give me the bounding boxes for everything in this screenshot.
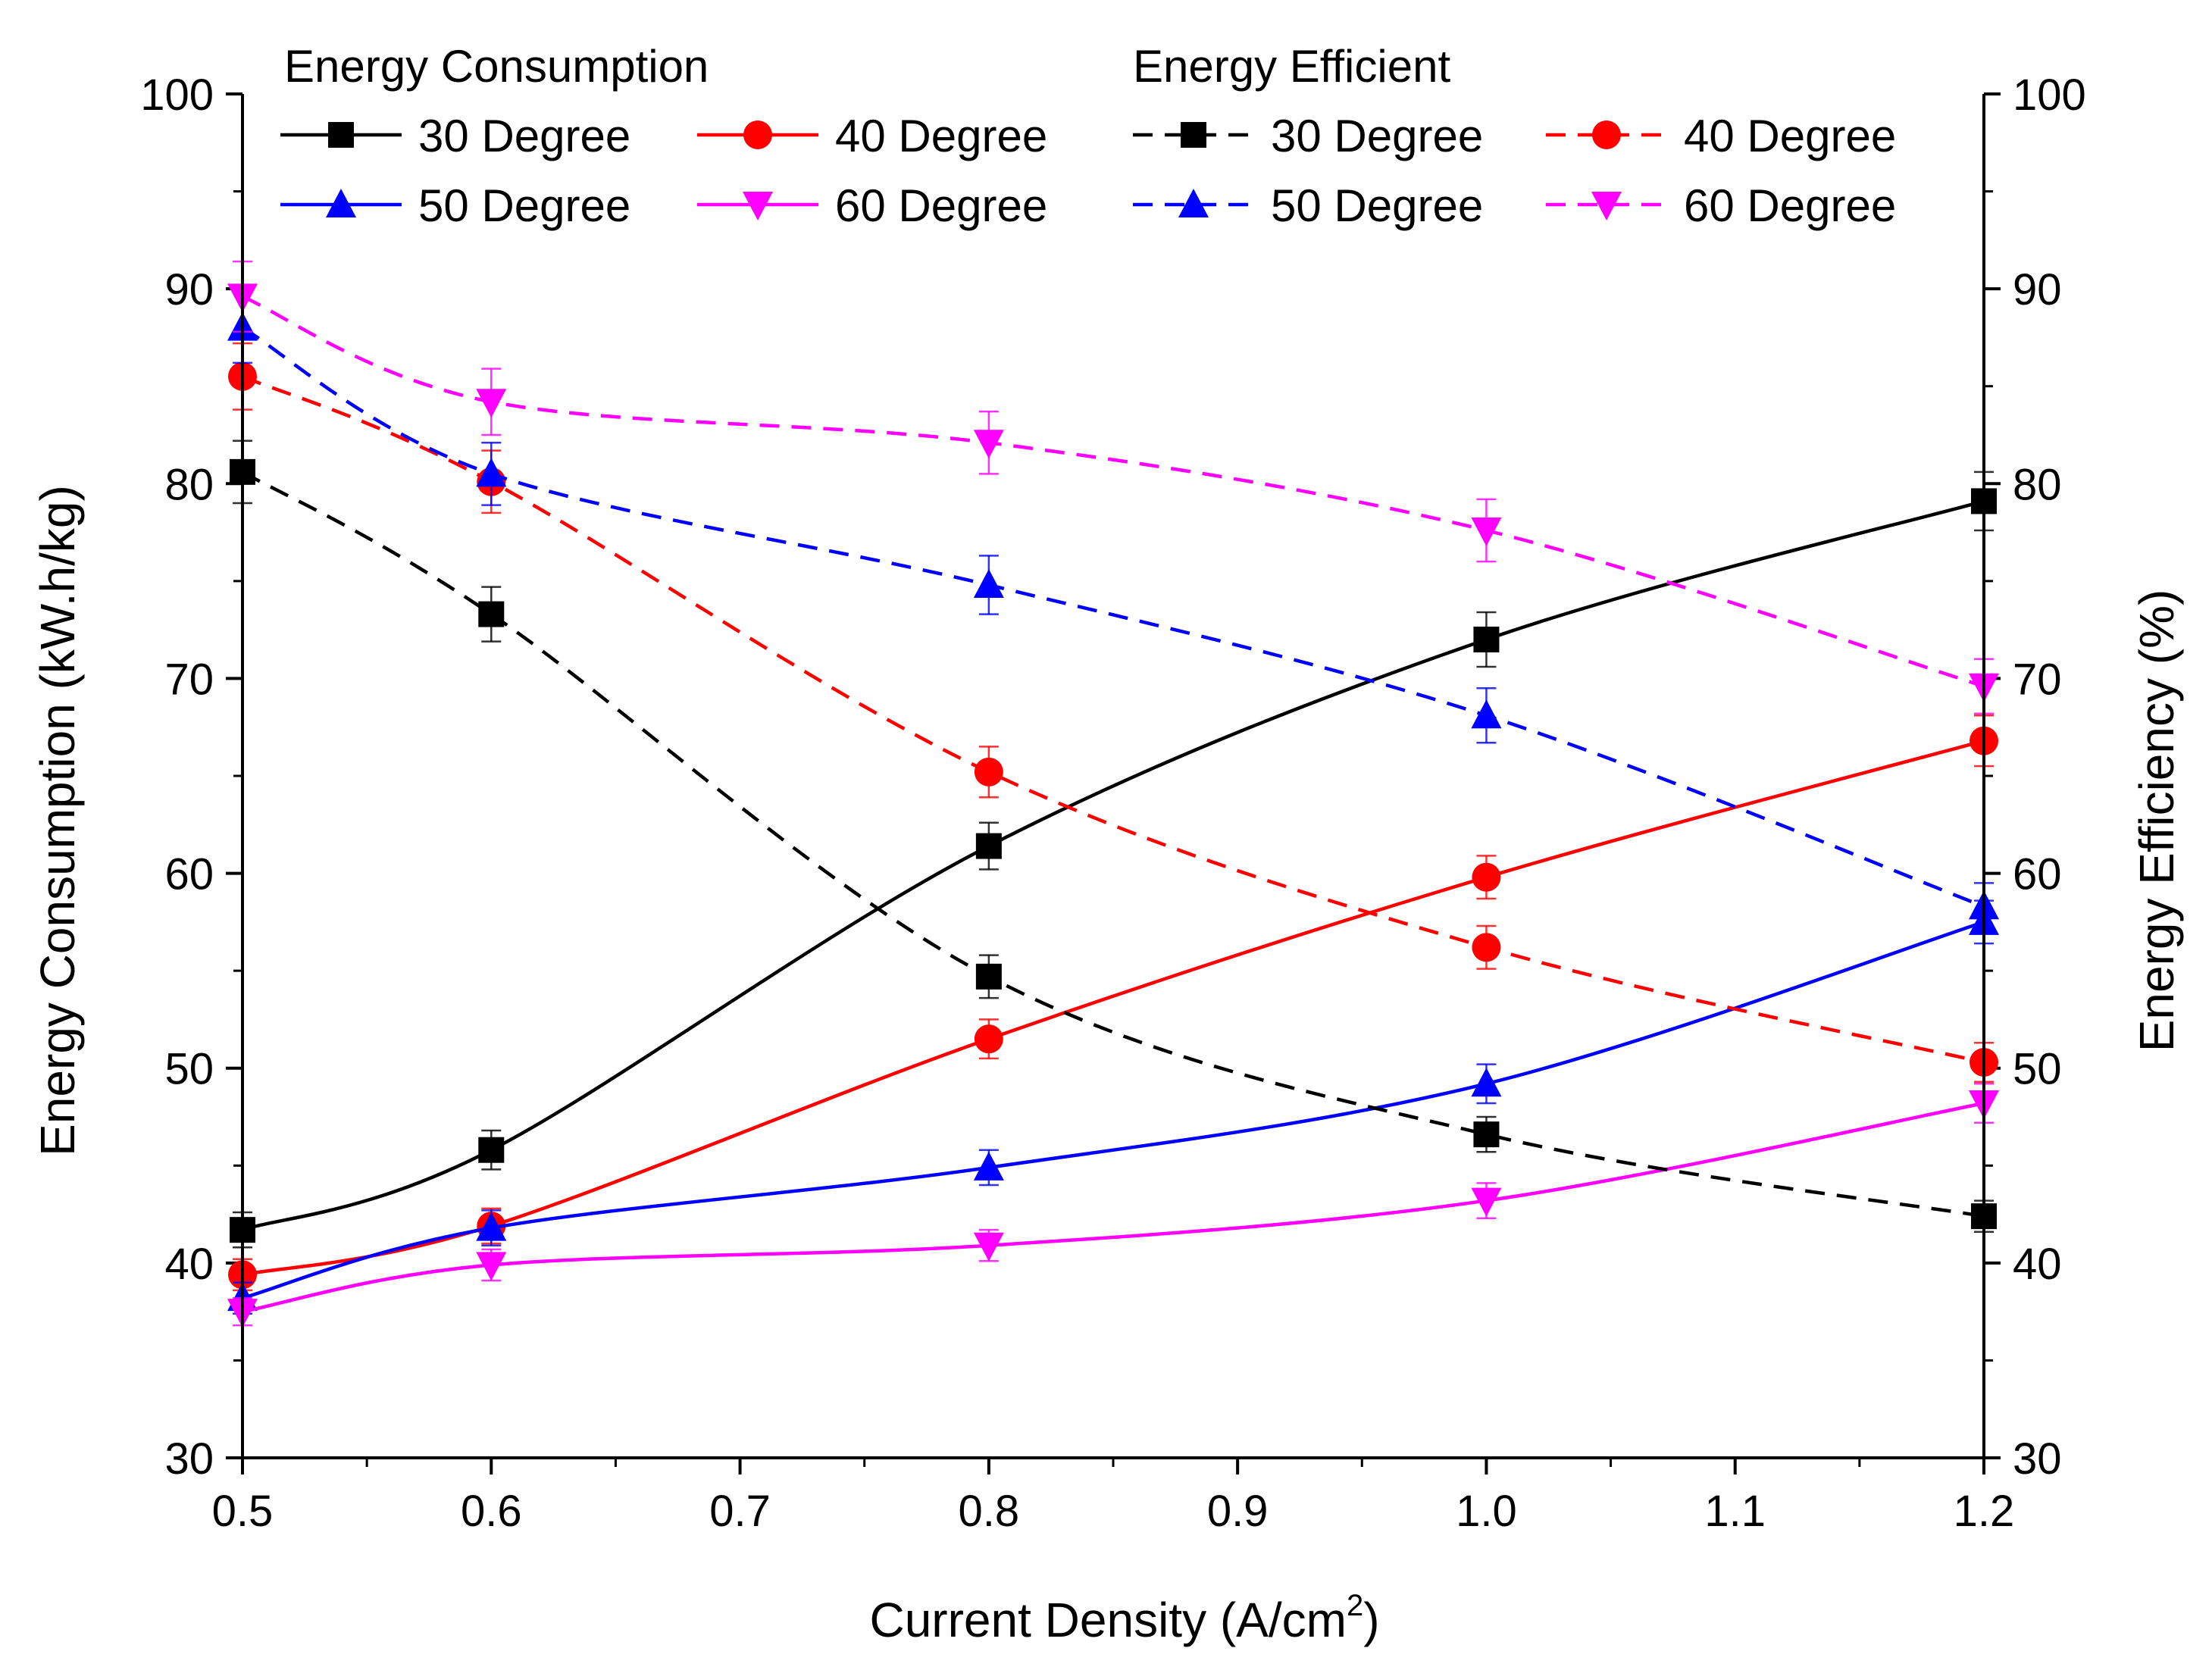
y-tick-label-left: 90 [164, 265, 214, 314]
legend-item-consumption-30-degree: 30 Degree [280, 111, 630, 161]
data-point [478, 601, 505, 627]
data-point [476, 458, 507, 487]
data-point [973, 1232, 1004, 1262]
data-point [1471, 1068, 1502, 1097]
y-tick-label-left: 60 [164, 850, 214, 899]
legend-item-consumption-60-degree: 60 Degree [697, 180, 1047, 231]
y-tick-label-left: 80 [164, 460, 214, 509]
series-line [242, 499, 1985, 1232]
data-point [974, 757, 1003, 787]
series-line [242, 374, 1985, 1065]
legend-title-consumption: Energy Consumption [284, 41, 709, 92]
legend-item-efficiency-50-degree: 50 Degree [1133, 180, 1483, 231]
x-tick-label: 1.0 [1456, 1487, 1517, 1536]
y-axis-label-right: Energy Efficiency (%) [2129, 590, 2184, 1052]
y-tick-label-right: 30 [2013, 1434, 2062, 1484]
y-tick-label-left: 100 [140, 70, 214, 120]
series-line [242, 1101, 1985, 1314]
y-axis-label-left: Energy Consumption (kW.h/kg) [30, 485, 85, 1156]
x-axis-label-main: Current Density (A/cm [869, 1593, 1346, 1647]
x-tick-label: 0.8 [959, 1487, 1020, 1536]
legend-title-efficiency: Energy Efficient [1133, 41, 1450, 92]
x-axis-label-close: ) [1363, 1593, 1379, 1647]
series-consumption-40-degree [228, 715, 1998, 1292]
series-group [227, 260, 1999, 1328]
data-point [973, 569, 1004, 598]
x-tick-label: 0.7 [709, 1487, 771, 1536]
data-point [478, 1137, 505, 1163]
legend-swatch-marker [1592, 120, 1621, 149]
y-tick-label-right: 90 [2013, 265, 2062, 314]
legend-label: 30 Degree [418, 111, 630, 161]
legend-item-consumption-40-degree: 40 Degree [697, 111, 1047, 161]
x-tick-label: 1.2 [1954, 1487, 2015, 1536]
x-tick-label: 0.6 [461, 1487, 522, 1536]
legend-item-efficiency-60-degree: 60 Degree [1546, 180, 1896, 231]
legend-swatch-marker [1178, 189, 1209, 217]
legend-swatch-marker [743, 192, 773, 220]
data-point [1473, 627, 1500, 652]
legend-label: 50 Degree [1271, 180, 1483, 231]
x-tick-label: 0.9 [1207, 1487, 1269, 1536]
series-line [242, 739, 1985, 1277]
y-tick-label-right: 40 [2013, 1240, 2062, 1289]
data-point [1472, 933, 1501, 962]
data-point [973, 1151, 1004, 1181]
y-tick-label-right: 100 [2013, 70, 2086, 120]
legend-label: 60 Degree [1684, 180, 1896, 231]
data-point [973, 430, 1004, 459]
y-tick-label-left: 50 [164, 1045, 214, 1094]
legend-item-efficiency-30-degree: 30 Degree [1133, 111, 1483, 161]
data-point [476, 389, 507, 418]
legend-label: 40 Degree [1684, 111, 1896, 161]
data-point [476, 1252, 507, 1281]
data-point [1471, 518, 1502, 546]
y-tick-label-left: 40 [164, 1240, 214, 1289]
tick-labels: 30 30 40 40 50 50 60 60 70 70 80 80 90 90 100 100 0.5 0.6… [140, 70, 2086, 1536]
data-point [975, 833, 1002, 859]
legend-swatch-marker [1181, 122, 1206, 148]
axes-frame [241, 94, 1985, 1459]
legend-label: 40 Degree [835, 111, 1047, 161]
y-tick-label-right: 60 [2013, 850, 2062, 899]
data-point [974, 1024, 1003, 1054]
legend-swatch-marker [326, 189, 356, 217]
data-point [1471, 1187, 1502, 1217]
legend-swatch-marker [1591, 192, 1622, 220]
y-tick-label-right: 80 [2013, 460, 2062, 509]
data-point [1471, 699, 1502, 729]
y-tick-label-right: 70 [2013, 655, 2062, 704]
x-tick-label: 0.5 [212, 1487, 274, 1536]
y-tick-label-right: 50 [2013, 1045, 2062, 1094]
x-axis-label: Current Density (A/cm2) [869, 1589, 1379, 1647]
data-point [1472, 862, 1501, 892]
y-tick-label-left: 70 [164, 655, 214, 704]
legend-label: 30 Degree [1271, 111, 1483, 161]
legend-label: 50 Degree [418, 180, 630, 231]
legend-swatch-marker [743, 120, 772, 149]
legend: Energy Consumption Energy Efficient 30 D… [280, 41, 1896, 231]
y-tick-label-left: 30 [164, 1434, 214, 1484]
data-point [975, 963, 1002, 990]
legend-item-efficiency-40-degree: 40 Degree [1546, 111, 1896, 161]
legend-item-consumption-50-degree: 50 Degree [280, 180, 630, 231]
series-line [241, 326, 1985, 908]
legend-label: 60 Degree [835, 180, 1047, 231]
data-point [476, 1212, 507, 1241]
data-point [1473, 1121, 1500, 1148]
legend-swatch-marker [328, 122, 354, 148]
x-axis-label-superscript: 2 [1347, 1589, 1363, 1622]
series-line [242, 920, 1985, 1300]
x-tick-label: 1.1 [1704, 1487, 1766, 1536]
series-line [241, 470, 1985, 1218]
